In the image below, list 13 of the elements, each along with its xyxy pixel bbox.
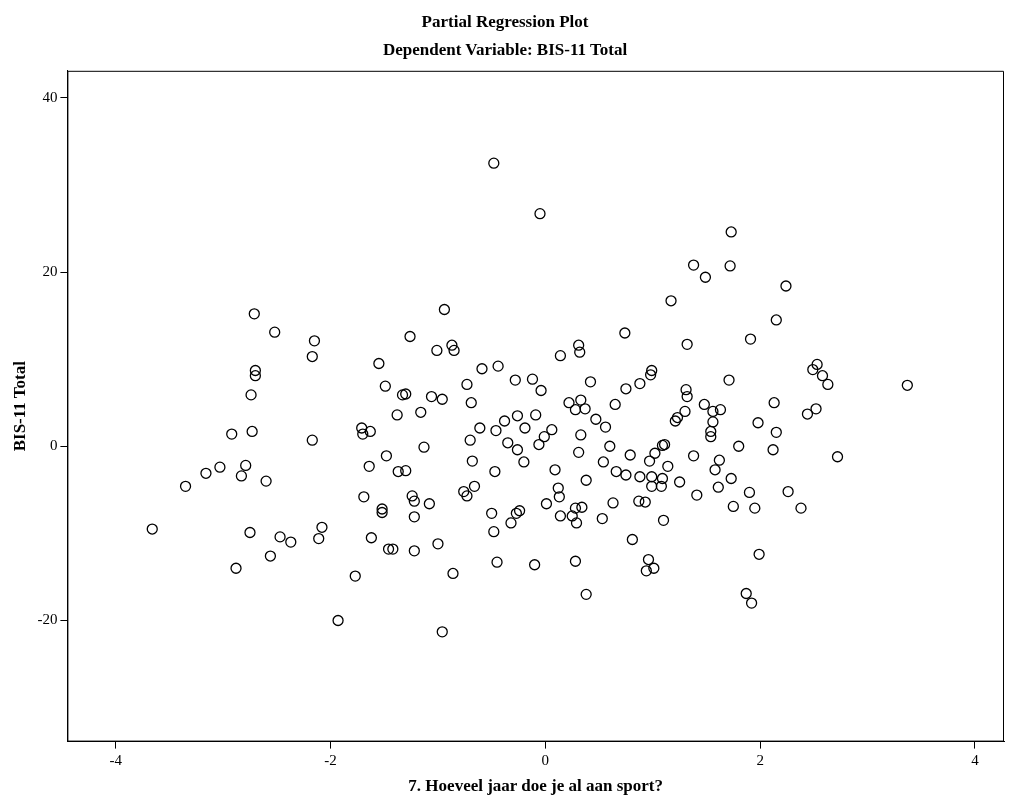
x-tick-label: 4 xyxy=(971,751,980,768)
x-tick-label: 2 xyxy=(756,751,764,768)
y-tick-label: 20 xyxy=(42,262,58,279)
chart-title: Partial Regression Plot xyxy=(421,11,589,31)
y-tick-label: 0 xyxy=(49,437,58,454)
y-axis-title: BIS-11 Total xyxy=(9,360,29,452)
x-axis-title: 7. Hoeveel jaar doe je al aan sport? xyxy=(408,776,664,796)
chart-subtitle: Dependent Variable: BIS-11 Total xyxy=(382,39,628,59)
y-tick-label: -20 xyxy=(37,611,58,628)
x-tick-label: -4 xyxy=(109,751,123,768)
x-tick-label: -2 xyxy=(324,751,337,768)
x-tick-label: 0 xyxy=(541,751,550,768)
y-tick-label: 40 xyxy=(42,88,58,105)
